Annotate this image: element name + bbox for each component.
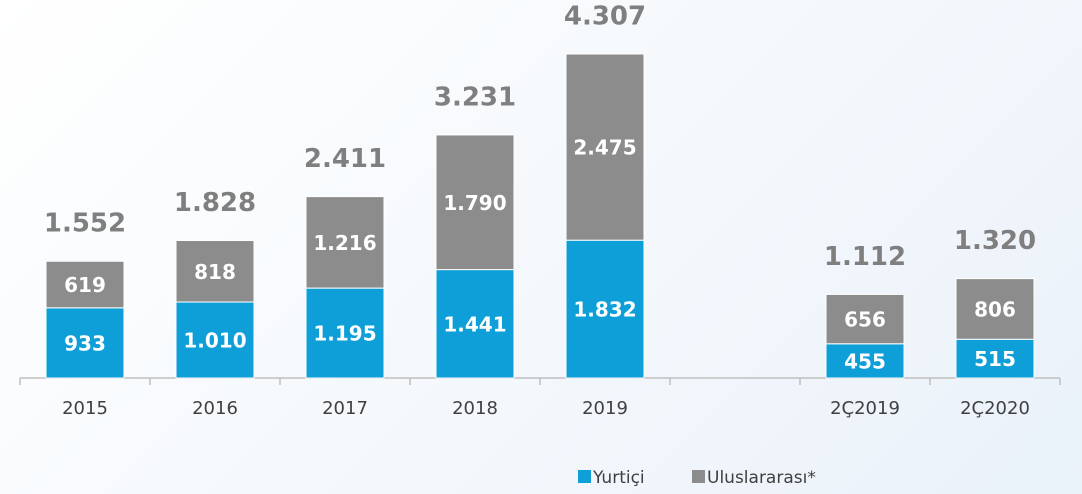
bar-segment (435, 269, 515, 379)
bar-segment (565, 239, 645, 379)
total-label: 1.828 (174, 188, 256, 218)
bar-segment (955, 278, 1035, 340)
bar-segment (175, 239, 255, 303)
x-tick-label: 2016 (192, 398, 238, 419)
bar-segment (825, 343, 905, 379)
legend-label: Yurtiçi (592, 468, 645, 488)
data-label: 2.475 (573, 136, 636, 160)
bar-segment (435, 134, 515, 271)
bar-segment (305, 287, 385, 379)
data-label: 619 (64, 273, 106, 297)
legend-swatch (692, 470, 705, 483)
legend-label: Uluslararası* (707, 468, 816, 488)
total-label: 3.231 (434, 82, 516, 112)
data-label: 1.832 (573, 298, 636, 322)
bar-segment (305, 196, 385, 289)
total-label: 1.552 (44, 209, 126, 239)
data-label: 1.790 (443, 191, 506, 215)
bar-segment (45, 260, 125, 309)
data-label: 1.010 (183, 329, 246, 353)
x-tick-label: 2Ç2020 (960, 398, 1030, 419)
x-tick-label: 2015 (62, 398, 108, 419)
total-label: 1.112 (824, 242, 906, 272)
data-label: 515 (974, 347, 1016, 371)
x-tick-label: 2019 (582, 398, 628, 419)
data-label: 455 (844, 349, 886, 373)
total-label: 1.320 (954, 226, 1036, 256)
data-label: 1.216 (313, 231, 376, 255)
total-label: 4.307 (564, 2, 646, 32)
data-label: 933 (64, 331, 106, 355)
data-label: 818 (194, 260, 236, 284)
bar-segment (825, 293, 905, 345)
bar-segment (175, 301, 255, 379)
data-label: 806 (974, 297, 1016, 321)
x-tick-label: 2018 (452, 398, 498, 419)
legend-swatch (578, 470, 591, 483)
total-label: 2.411 (304, 144, 386, 174)
bar-segment (955, 338, 1035, 379)
data-label: 656 (844, 308, 886, 332)
x-tick-label: 2Ç2019 (830, 398, 900, 419)
data-label: 1.195 (313, 322, 376, 346)
x-tick-label: 2017 (322, 398, 368, 419)
bar-segment (565, 53, 645, 241)
data-label: 1.441 (443, 312, 506, 336)
